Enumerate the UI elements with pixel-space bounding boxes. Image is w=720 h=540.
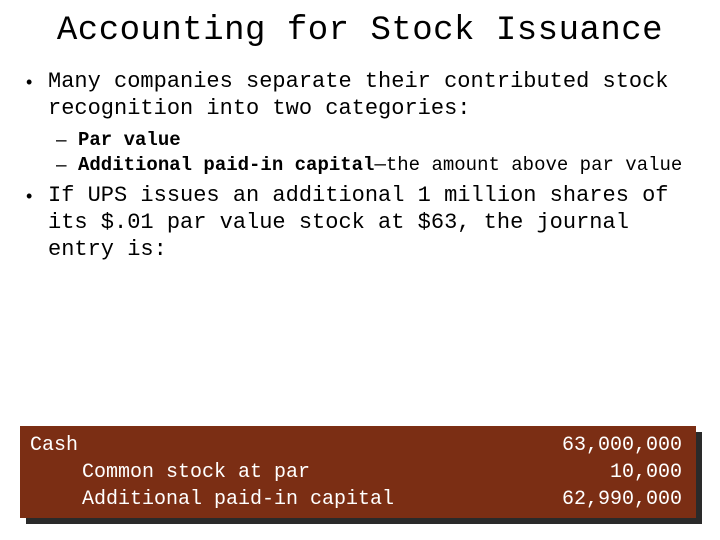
journal-row: Common stock at par 10,000	[30, 459, 682, 486]
journal-account: Cash	[30, 432, 382, 459]
journal-row: Additional paid-in capital 62,990,000	[30, 486, 682, 513]
bullet-item: • If UPS issues an additional 1 million …	[20, 183, 700, 263]
bullet-marker: •	[20, 183, 48, 263]
bullet-item: • Many companies separate their contribu…	[20, 69, 700, 123]
bullet-text: If UPS issues an additional 1 million sh…	[48, 183, 700, 263]
journal-amount-credit: 10,000	[512, 459, 682, 486]
journal-entry: Cash 63,000,000 Common stock at par 10,0…	[20, 426, 696, 518]
sub-bullet-bold: Par value	[78, 129, 181, 151]
sub-bullet-item: – Par value	[56, 129, 700, 152]
slide-title: Accounting for Stock Issuance	[20, 12, 700, 51]
bullet-text: Many companies separate their contribute…	[48, 69, 700, 123]
dash-marker: –	[56, 129, 78, 152]
bullet-marker: •	[20, 69, 48, 123]
journal-amount-debit: 63,000,000	[382, 432, 682, 459]
sub-bullet-item: – Additional paid-in capital—the amount …	[56, 154, 700, 177]
journal-account: Additional paid-in capital	[30, 486, 512, 513]
sub-bullet-bold: Additional paid-in capital	[78, 154, 374, 176]
sub-bullet-text: Additional paid-in capital—the amount ab…	[78, 154, 700, 177]
dash-marker: –	[56, 154, 78, 177]
slide: Accounting for Stock Issuance • Many com…	[0, 0, 720, 540]
journal-entry-box: Cash 63,000,000 Common stock at par 10,0…	[20, 426, 700, 522]
journal-row: Cash 63,000,000	[30, 432, 682, 459]
journal-account: Common stock at par	[30, 459, 512, 486]
sub-bullet-rest: —the amount above par value	[374, 154, 682, 176]
journal-amount-credit: 62,990,000	[512, 486, 682, 513]
sub-bullet-text: Par value	[78, 129, 700, 152]
bullet-list: • Many companies separate their contribu…	[20, 69, 700, 418]
